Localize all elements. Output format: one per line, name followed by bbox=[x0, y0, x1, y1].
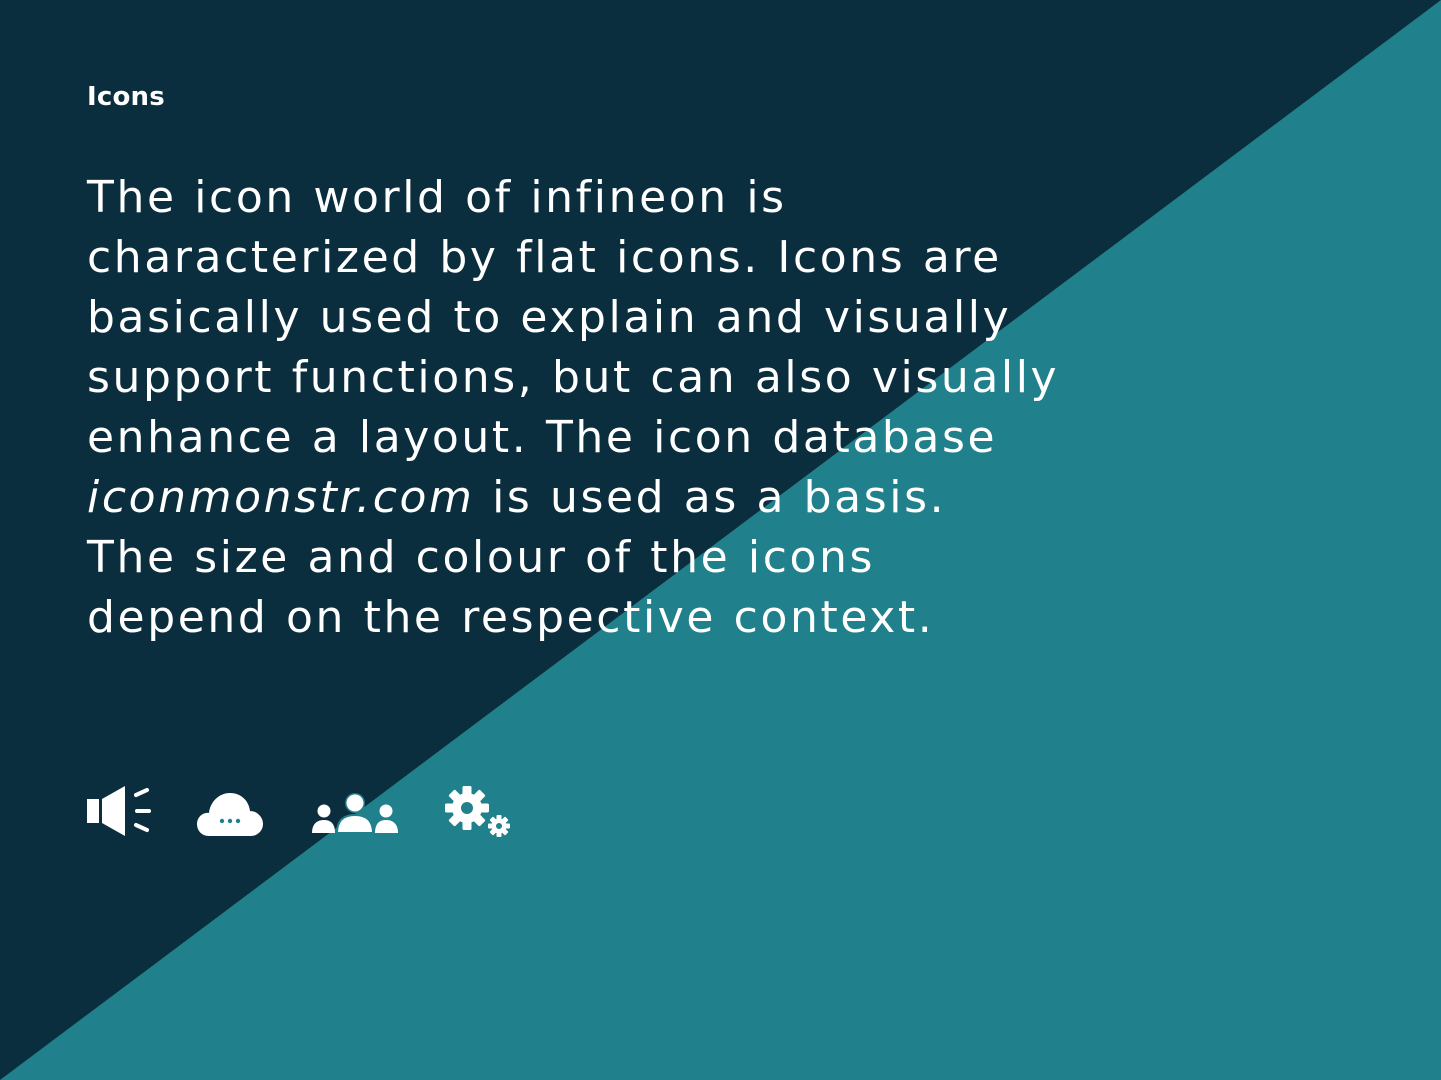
paragraph-line: basically used to explain and visually bbox=[87, 292, 1012, 343]
section-label: Icons bbox=[87, 82, 165, 112]
paragraph-line: enhance a layout. The icon database bbox=[87, 412, 998, 463]
paragraph-line: iconmonstr.com is used as a basis. bbox=[87, 468, 1087, 528]
gears-icon bbox=[445, 780, 513, 840]
cloud-chat-icon bbox=[197, 780, 263, 840]
paragraph-line: depend on the respective context. bbox=[87, 592, 935, 643]
paragraph-line: The icon world of infineon is bbox=[87, 172, 787, 223]
users-group-icon bbox=[311, 780, 399, 840]
paragraph-line: support functions, but can also visually bbox=[87, 352, 1060, 403]
body-paragraph: The icon world of infineon is characteri… bbox=[87, 168, 1087, 648]
paragraph-line: The size and colour of the icons bbox=[87, 532, 876, 583]
megaphone-icon bbox=[87, 780, 151, 840]
paragraph-line: characterized by flat icons. Icons are bbox=[87, 232, 1002, 283]
iconmonstr-reference: iconmonstr.com bbox=[87, 472, 475, 523]
paragraph-line-rest: is used as a basis. bbox=[474, 472, 947, 523]
